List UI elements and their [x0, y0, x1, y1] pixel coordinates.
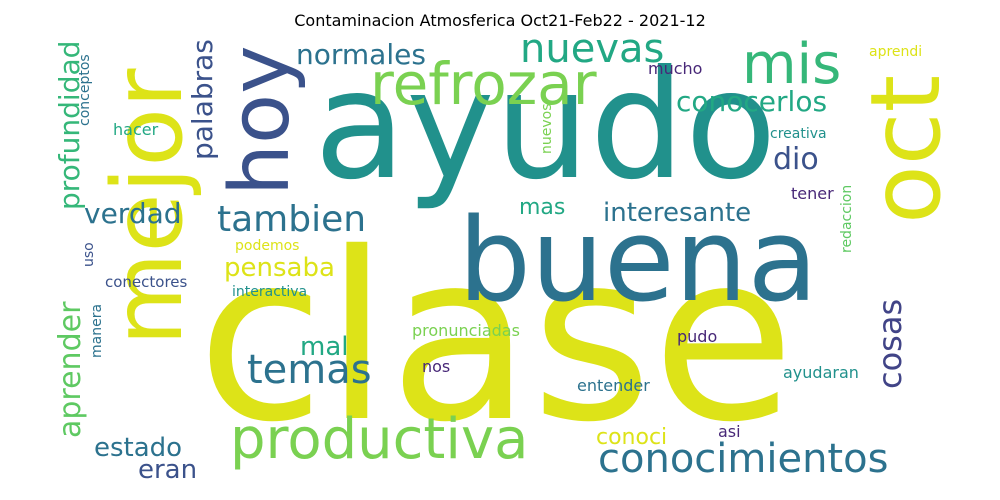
- word-mal: mal: [300, 332, 349, 362]
- word-oct: oct: [850, 74, 962, 224]
- word-nuevos: nuevos: [539, 103, 555, 154]
- word-mis: mis: [742, 32, 842, 97]
- word-conocerlos: conocerlos: [676, 85, 828, 118]
- word-hoy: hoy: [213, 45, 308, 196]
- word-conectores: conectores: [105, 273, 188, 291]
- word-aprender: aprender: [53, 301, 88, 438]
- word-normales: normales: [296, 38, 426, 71]
- word-nuevas: nuevas: [520, 26, 665, 72]
- word-eran: eran: [138, 455, 198, 485]
- word-ayudo: ayudo: [314, 39, 777, 213]
- word-clase: clase: [197, 203, 795, 473]
- word-interesante: interesante: [603, 198, 752, 228]
- word-cosas: cosas: [871, 298, 909, 389]
- word-productiva: productiva: [230, 407, 529, 472]
- word-temas: temas: [247, 347, 372, 393]
- word-tambien: tambien: [217, 199, 367, 240]
- word-nos: nos: [422, 357, 451, 376]
- word-uso: uso: [81, 242, 97, 267]
- word-redaccion: redaccion: [839, 184, 855, 253]
- word-ayudaran: ayudaran: [783, 363, 859, 382]
- word-tener: tener: [791, 184, 834, 203]
- word-estado: estado: [94, 433, 183, 463]
- word-mucho: mucho: [648, 59, 703, 78]
- word-entender: entender: [577, 376, 650, 395]
- word-pensaba: pensaba: [224, 253, 335, 283]
- word-aprendi: aprendi: [869, 44, 923, 60]
- word-conocimientos: conocimientos: [598, 436, 889, 482]
- word-refrozar: refrozar: [370, 50, 597, 118]
- word-asi: asi: [718, 422, 741, 441]
- word-dio: dio: [773, 142, 819, 177]
- word-hacer: hacer: [113, 120, 159, 139]
- word-conceptos: conceptos: [77, 54, 93, 126]
- word-conoci: conoci: [596, 425, 668, 450]
- word-pudo: pudo: [677, 327, 718, 346]
- word-cloud: clase ayudo buena mejor oct hoy refrozar produc…: [53, 29, 962, 485]
- word-mas: mas: [519, 195, 566, 220]
- word-pronunciadas: pronunciadas: [412, 321, 520, 340]
- word-verdad: verdad: [84, 197, 182, 230]
- word-creativa: creativa: [770, 126, 827, 142]
- word-buena: buena: [458, 194, 818, 328]
- word-podemos: podemos: [235, 238, 300, 254]
- word-palabras: palabras: [186, 39, 219, 160]
- page-title: Contaminacion Atmosferica Oct21-Feb22 - …: [294, 11, 706, 30]
- word-manera: manera: [89, 303, 105, 358]
- word-interactiva: interactiva: [232, 284, 308, 300]
